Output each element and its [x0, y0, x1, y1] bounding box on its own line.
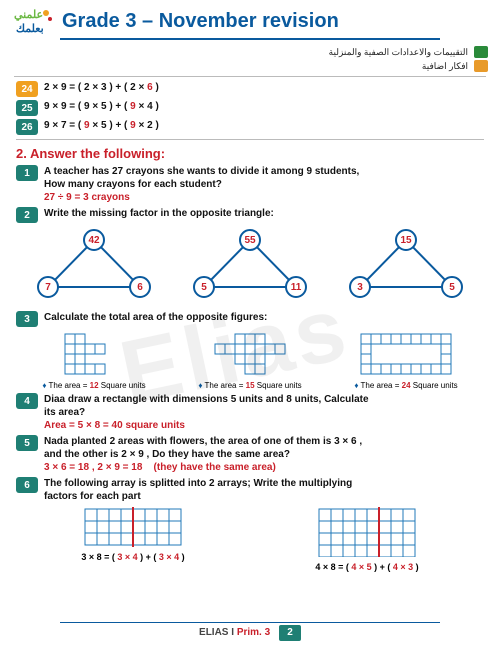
array-right-answer: 4 × 8 = ( 4 × 5 ) + ( 4 × 3 )	[315, 562, 418, 572]
legend: التقييمات والاعدادات الصفية والمنزلية اف…	[0, 44, 500, 72]
q25-row: 25 9 × 9 = ( 9 × 5 ) + ( 9 × 4 )	[16, 100, 484, 116]
p4-num: 4	[16, 393, 38, 409]
footer-line	[60, 622, 440, 623]
svg-text:علمني: علمني	[14, 9, 43, 22]
triangle-1: 42 7 6	[24, 227, 164, 305]
q24-text: 2 × 9 = ( 2 × 3 ) + ( 2 × 6 )	[44, 81, 159, 94]
tri1-top: 42	[83, 229, 105, 251]
legend-text-1: التقييمات والاعدادات الصفية والمنزلية	[329, 47, 468, 58]
tri1-right: 6	[129, 276, 151, 298]
p3-row: 3 Calculate the total area of the opposi…	[16, 311, 484, 327]
svg-text:بعلمك: بعلمك	[16, 23, 44, 35]
shapes: ♦ The area = 12 Square units ♦ The area …	[16, 333, 484, 390]
p5-row: 5 Nada planted 2 areas with flowers, the…	[16, 435, 484, 474]
p2-text: Write the missing factor in the opposite…	[44, 207, 274, 220]
shape-3-svg	[360, 333, 452, 379]
shape-2-svg	[214, 333, 286, 379]
shape-1: ♦ The area = 12 Square units	[19, 333, 169, 390]
p1-num: 1	[16, 165, 38, 181]
separator-2	[16, 139, 484, 140]
triangle-2: 55 5 11	[180, 227, 320, 305]
shape-1-svg	[64, 333, 124, 379]
p2-num: 2	[16, 207, 38, 223]
q25-num: 25	[16, 100, 38, 116]
p2-row: 2 Write the missing factor in the opposi…	[16, 207, 484, 223]
q26-row: 26 9 × 7 = ( 9 × 5 ) + ( 9 × 2 )	[16, 119, 484, 135]
tri3-right: 5	[441, 276, 463, 298]
p6-num: 6	[16, 477, 38, 493]
array-right: 4 × 8 = ( 4 × 5 ) + ( 4 × 3 )	[315, 507, 418, 572]
p5-text: Nada planted 2 areas with flowers, the a…	[44, 435, 362, 474]
separator	[14, 76, 486, 77]
array-left-answer: 3 × 8 = ( 3 × 4 ) + ( 3 × 4 )	[81, 552, 184, 562]
arrays: 3 × 8 = ( 3 × 4 ) + ( 3 × 4 ) 4 × 8 = ( …	[16, 507, 484, 572]
p3-num: 3	[16, 311, 38, 327]
q26-num: 26	[16, 119, 38, 135]
p6-row: 6 The following array is splitted into 2…	[16, 477, 484, 503]
q24-num: 24	[16, 81, 38, 97]
header: علمني بعلمك Grade 3 – November revision	[0, 0, 500, 38]
q26-text: 9 × 7 = ( 9 × 5 ) + ( 9 × 2 )	[44, 119, 159, 132]
logo-icon: علمني بعلمك	[12, 6, 54, 36]
tri2-top: 55	[239, 229, 261, 251]
p4-text: Diaa draw a rectangle with dimensions 5 …	[44, 393, 369, 432]
p1-row: 1 A teacher has 27 crayons she wants to …	[16, 165, 484, 204]
legend-text-2: افكار اضافية	[422, 61, 468, 72]
footer-text: ELIAS I Prim. 3 2	[199, 627, 301, 638]
area-label-1: ♦ The area = 12 Square units	[19, 381, 169, 390]
tri2-left: 5	[193, 276, 215, 298]
content: 24 2 × 9 = ( 2 × 3 ) + ( 2 × 6 ) 25 9 × …	[0, 81, 500, 572]
p3-text: Calculate the total area of the opposite…	[44, 311, 267, 324]
tri1-left: 7	[37, 276, 59, 298]
array-right-svg	[317, 507, 417, 557]
legend-swatch-orange	[474, 60, 488, 72]
shape-3: ♦ The area = 24 Square units	[331, 333, 481, 390]
array-left: 3 × 8 = ( 3 × 4 ) + ( 3 × 4 )	[81, 507, 184, 572]
section2-title: 2. Answer the following:	[16, 146, 484, 161]
p6-text: The following array is splitted into 2 a…	[44, 477, 352, 503]
q24-row: 24 2 × 9 = ( 2 × 3 ) + ( 2 × 6 )	[16, 81, 484, 97]
array-left-svg	[83, 507, 183, 547]
title-underline	[60, 38, 440, 40]
tri3-top: 15	[395, 229, 417, 251]
p4-row: 4 Diaa draw a rectangle with dimensions …	[16, 393, 484, 432]
q25-text: 9 × 9 = ( 9 × 5 ) + ( 9 × 4 )	[44, 100, 159, 113]
tri3-left: 3	[349, 276, 371, 298]
area-label-3: ♦ The area = 24 Square units	[331, 381, 481, 390]
tri2-right: 11	[285, 276, 307, 298]
shape-2: ♦ The area = 15 Square units	[175, 333, 325, 390]
triangles: 42 7 6 55 5 11 15 3 5	[16, 227, 484, 305]
page-number: 2	[279, 625, 301, 641]
page-title: Grade 3 – November revision	[62, 10, 339, 33]
footer: ELIAS I Prim. 3 2	[0, 622, 500, 641]
legend-swatch-green	[474, 46, 488, 58]
p5-num: 5	[16, 435, 38, 451]
p1-text: A teacher has 27 crayons she wants to di…	[44, 165, 359, 204]
area-label-2: ♦ The area = 15 Square units	[175, 381, 325, 390]
triangle-3: 15 3 5	[336, 227, 476, 305]
